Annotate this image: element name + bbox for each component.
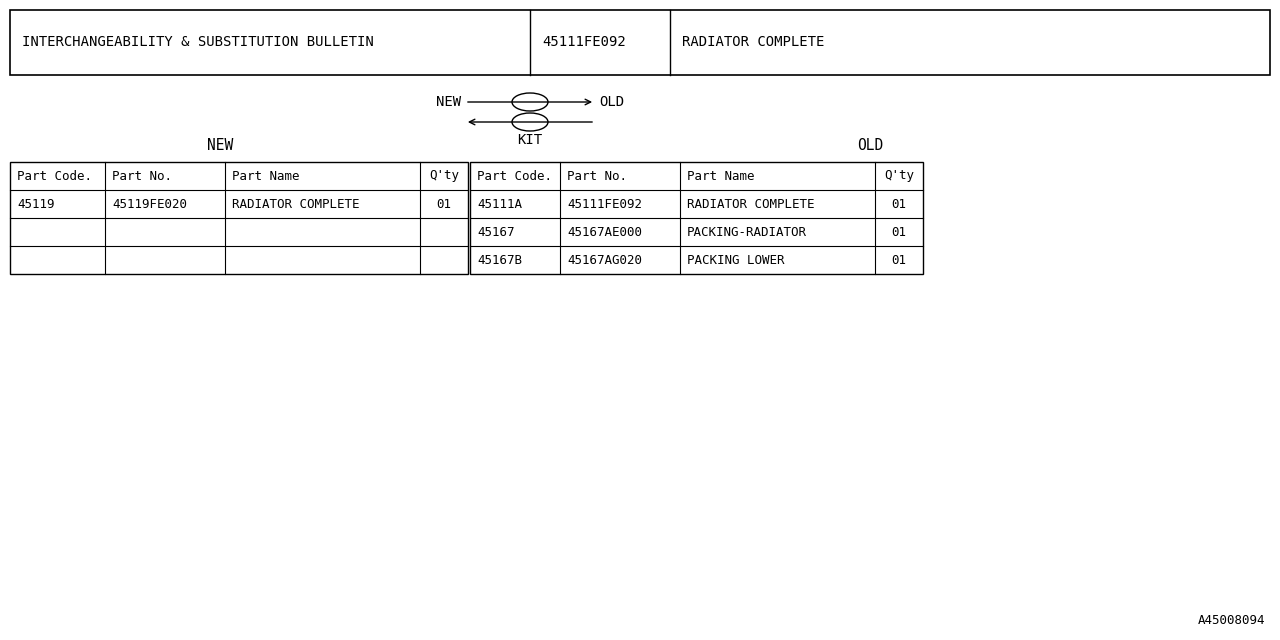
Text: Q'ty: Q'ty (884, 170, 914, 182)
Text: PACKING LOWER: PACKING LOWER (687, 253, 785, 266)
Text: 45167: 45167 (477, 225, 515, 239)
Text: 45111FE092: 45111FE092 (541, 35, 626, 49)
Text: Q'ty: Q'ty (429, 170, 460, 182)
Text: 45111FE092: 45111FE092 (567, 198, 643, 211)
Text: 01: 01 (891, 225, 906, 239)
Text: NEW: NEW (436, 95, 461, 109)
Text: 01: 01 (436, 198, 452, 211)
Text: 45167B: 45167B (477, 253, 522, 266)
Text: Part Code.: Part Code. (477, 170, 552, 182)
Bar (10, 162, 468, 274)
Text: RADIATOR COMPLETE: RADIATOR COMPLETE (232, 198, 360, 211)
Text: A45008094: A45008094 (1198, 614, 1265, 627)
Text: 45111A: 45111A (477, 198, 522, 211)
Text: 45119: 45119 (17, 198, 55, 211)
Text: 45167AE000: 45167AE000 (567, 225, 643, 239)
Text: RADIATOR COMPLETE: RADIATOR COMPLETE (687, 198, 814, 211)
Text: OLD: OLD (856, 138, 883, 152)
Text: KIT: KIT (517, 133, 543, 147)
Text: Part Name: Part Name (232, 170, 300, 182)
Text: Part Name: Part Name (687, 170, 754, 182)
Text: Part Code.: Part Code. (17, 170, 92, 182)
Text: 01: 01 (891, 198, 906, 211)
Text: Part No.: Part No. (567, 170, 627, 182)
Text: RADIATOR COMPLETE: RADIATOR COMPLETE (682, 35, 824, 49)
Text: INTERCHANGEABILITY & SUBSTITUTION BULLETIN: INTERCHANGEABILITY & SUBSTITUTION BULLET… (22, 35, 374, 49)
Text: 01: 01 (891, 253, 906, 266)
Text: PACKING-RADIATOR: PACKING-RADIATOR (687, 225, 806, 239)
Bar (470, 162, 923, 274)
Text: OLD: OLD (599, 95, 625, 109)
Text: NEW: NEW (207, 138, 233, 152)
Text: 45167AG020: 45167AG020 (567, 253, 643, 266)
Text: 45119FE020: 45119FE020 (113, 198, 187, 211)
Text: Part No.: Part No. (113, 170, 172, 182)
Bar (10, 10, 1270, 75)
